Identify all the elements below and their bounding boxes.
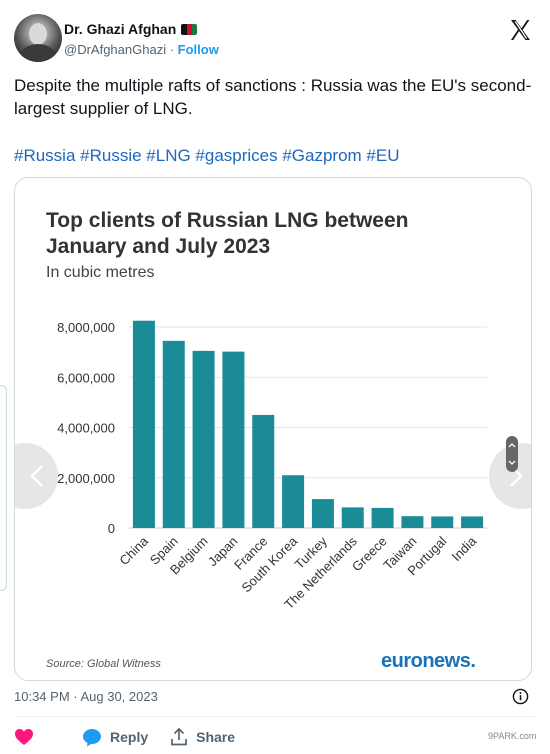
bar[interactable] <box>192 350 215 528</box>
flag-icon <box>181 23 198 35</box>
x-logo-icon[interactable] <box>508 18 532 42</box>
bar-chart: 0 2,000,000 4,000,000 6,000,000 8,000,000 Chi… <box>57 320 487 612</box>
watermark: 9PARK.com <box>488 731 537 741</box>
x-tick-label: India <box>449 533 480 564</box>
bar[interactable] <box>311 499 334 528</box>
author-handle[interactable]: @DrAfghanGhazi <box>64 42 167 57</box>
share-label: Share <box>196 729 236 745</box>
info-icon[interactable] <box>512 688 529 705</box>
bar[interactable] <box>222 351 245 528</box>
bar[interactable] <box>282 475 305 528</box>
bar[interactable] <box>162 340 185 528</box>
reply-label: Reply <box>110 729 149 745</box>
bar[interactable] <box>341 507 364 528</box>
x-tick-label: China <box>116 533 151 568</box>
card-edge <box>0 385 7 591</box>
media-card[interactable]: Top clients of Russian LNG between Janua… <box>14 177 532 681</box>
tweet-text: Despite the multiple rafts of sanctions … <box>14 76 532 118</box>
author-row: Dr. Ghazi Afghan <box>64 20 198 38</box>
heart-icon <box>15 729 33 745</box>
bar[interactable] <box>461 516 484 528</box>
separator-dot: · <box>169 42 175 57</box>
y-tick-label: 2,000,000 <box>57 471 115 486</box>
bar[interactable] <box>431 516 454 528</box>
divider <box>14 716 536 717</box>
tweet-header: Dr. Ghazi Afghan @DrAfghanGhazi · Follow <box>14 14 536 62</box>
follow-button[interactable]: Follow <box>177 42 219 57</box>
y-tick-label: 6,000,000 <box>57 370 115 385</box>
like-button[interactable] <box>14 728 42 746</box>
scroll-arrows-icon <box>508 443 516 465</box>
bar[interactable] <box>132 320 155 528</box>
reply-button[interactable]: Reply <box>82 728 148 747</box>
y-tick-label: 0 <box>108 521 115 536</box>
hashtag-links[interactable]: #Russia #Russie #LNG #gasprices #Gazprom… <box>14 146 400 165</box>
handle-row: @DrAfghanGhazi · Follow <box>64 42 219 57</box>
bar[interactable] <box>401 516 424 528</box>
bar[interactable] <box>371 507 394 528</box>
euronews-logo: euronews. <box>381 650 476 672</box>
chart-title: Top clients of Russian LNG between Janua… <box>46 209 409 258</box>
bar[interactable] <box>252 414 275 528</box>
y-tick-label: 4,000,000 <box>57 421 115 436</box>
chart-source: Source: Global Witness <box>46 658 161 670</box>
chart-subtitle: In cubic metres <box>46 264 155 281</box>
reply-bubble-icon <box>83 728 101 746</box>
tweet-timestamp[interactable]: 10:34 PM · Aug 30, 2023 <box>14 689 158 704</box>
share-button[interactable]: Share <box>170 728 235 746</box>
y-tick-label: 8,000,000 <box>57 320 115 335</box>
chevron-left-icon <box>30 465 43 487</box>
share-icon <box>171 728 187 746</box>
scroll-indicator[interactable] <box>506 436 518 472</box>
tweet-actions: Reply Share <box>14 727 257 747</box>
avatar[interactable] <box>14 14 62 62</box>
author-name[interactable]: Dr. Ghazi Afghan <box>64 21 177 37</box>
